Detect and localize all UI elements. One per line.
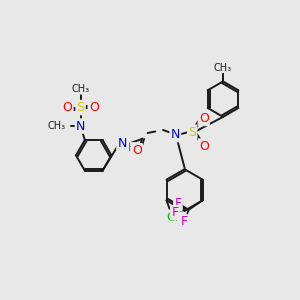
Text: O: O bbox=[89, 101, 99, 114]
Text: O: O bbox=[63, 101, 72, 114]
Text: N: N bbox=[171, 128, 180, 141]
Text: F: F bbox=[171, 206, 178, 219]
Text: S: S bbox=[76, 101, 85, 114]
Text: CH₃: CH₃ bbox=[214, 63, 232, 73]
Text: N: N bbox=[76, 120, 85, 133]
Text: CH₃: CH₃ bbox=[71, 84, 90, 94]
Text: O: O bbox=[199, 112, 209, 125]
Text: N: N bbox=[118, 137, 127, 150]
Text: O: O bbox=[199, 140, 209, 153]
Text: S: S bbox=[188, 126, 196, 139]
Text: O: O bbox=[132, 144, 142, 157]
Text: CH₃: CH₃ bbox=[47, 121, 65, 131]
Text: F: F bbox=[174, 197, 182, 210]
Text: H: H bbox=[128, 143, 137, 153]
Text: Cl: Cl bbox=[166, 211, 178, 224]
Text: F: F bbox=[181, 215, 188, 229]
